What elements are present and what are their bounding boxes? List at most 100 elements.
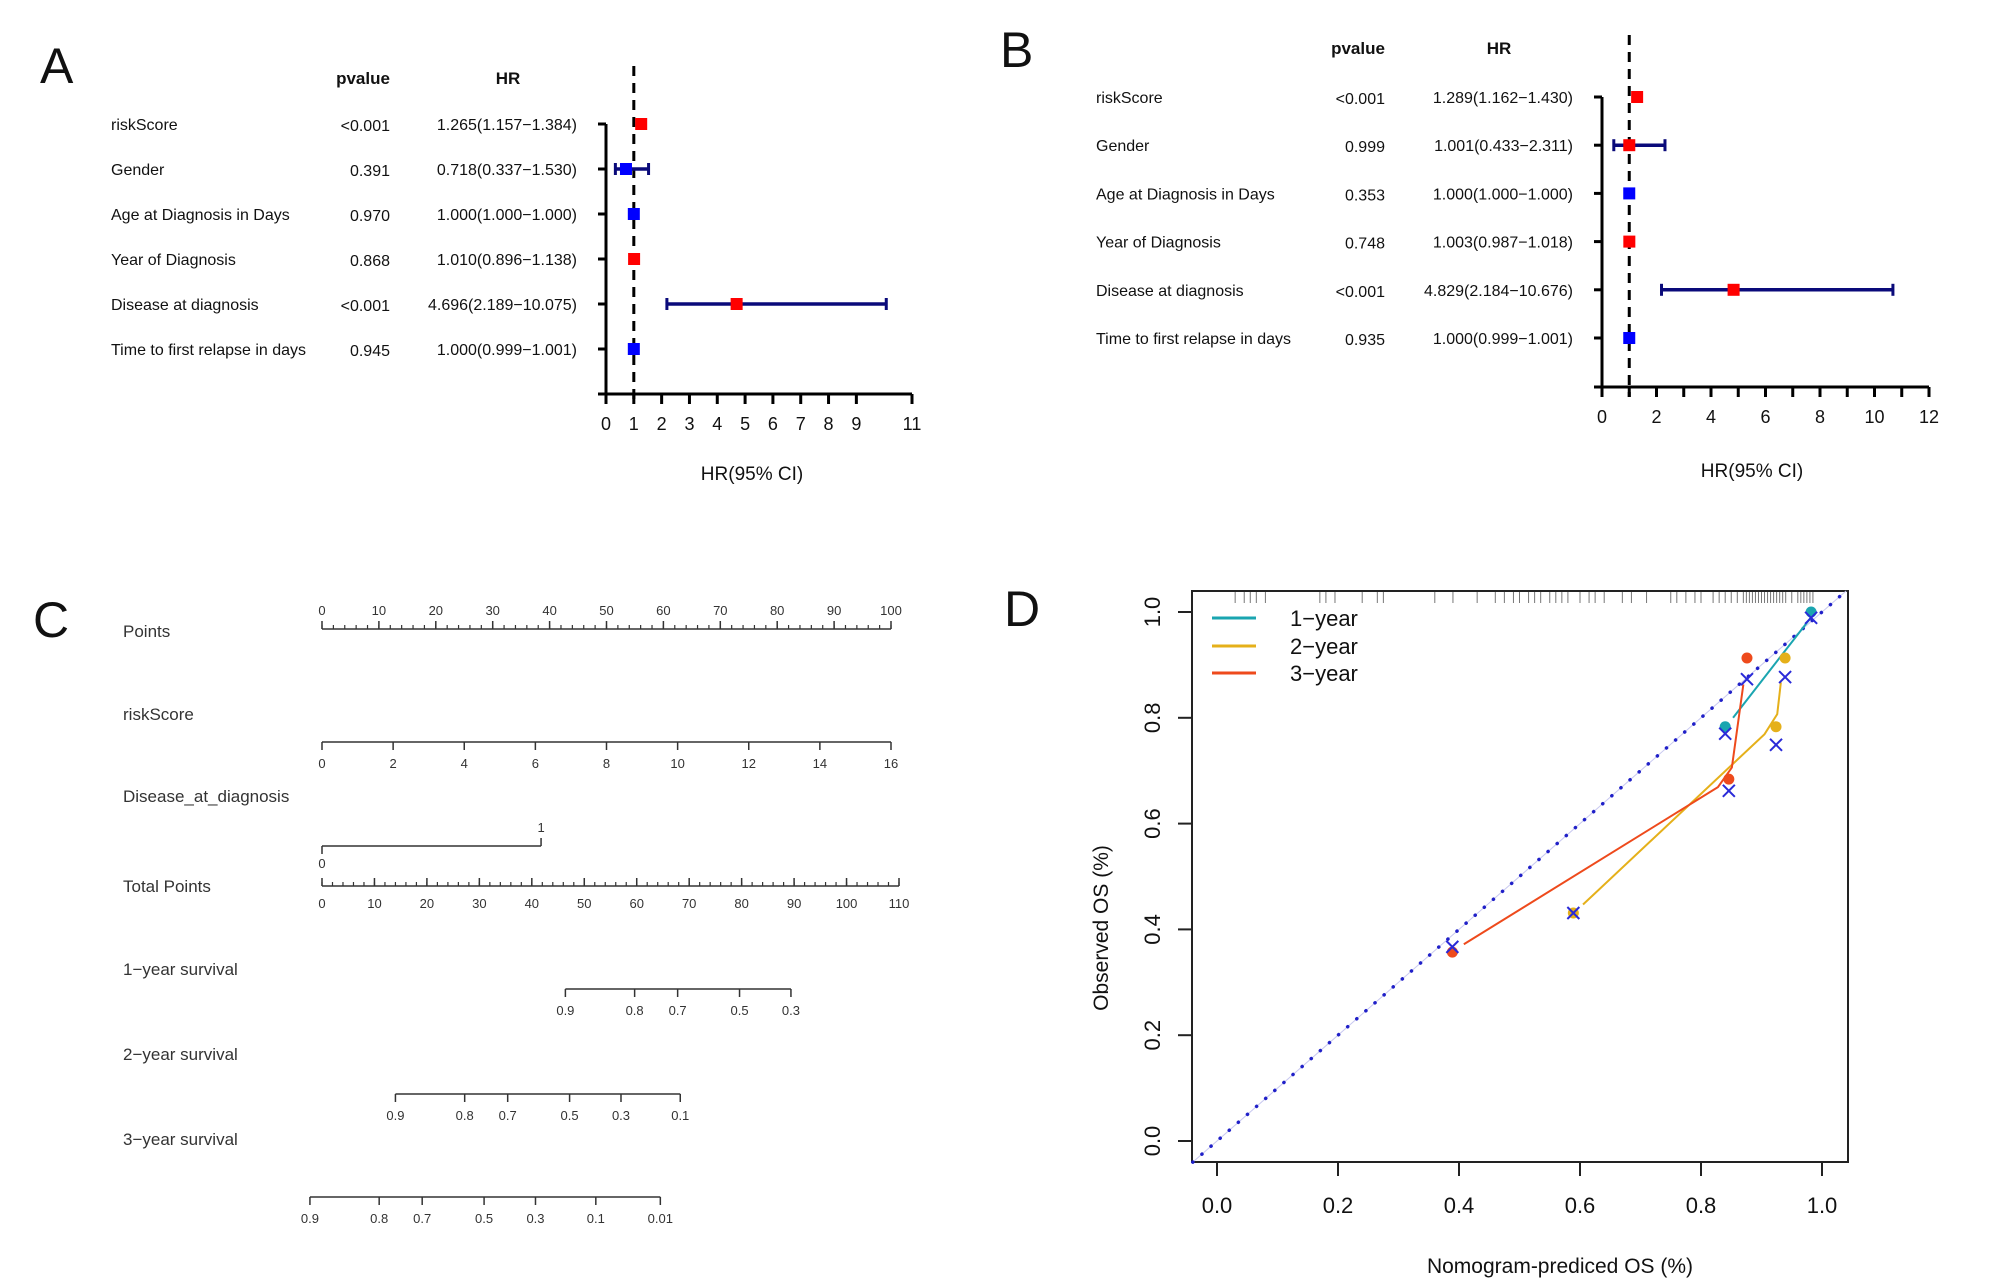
nomogram-tick-label: 10 xyxy=(367,896,381,911)
header-pvalue-b: pvalue xyxy=(1331,39,1385,58)
x-tick-label: 10 xyxy=(1864,407,1884,427)
row-label: Disease at diagnosis xyxy=(111,297,259,314)
nomogram-tick-label: 60 xyxy=(629,896,643,911)
nomogram-tick-label: 0 xyxy=(318,856,325,871)
observed-point xyxy=(1805,606,1817,618)
nomogram-row-label: 1−year survival xyxy=(123,960,238,979)
nomogram-tick-label: 14 xyxy=(813,756,827,771)
nomogram-tick-label: 4 xyxy=(461,756,468,771)
nomogram-tick-label: 16 xyxy=(884,756,898,771)
nomogram-tick-label: 40 xyxy=(525,896,539,911)
x-tick-label: 9 xyxy=(851,414,861,434)
nomogram-tick-label: 100 xyxy=(836,896,858,911)
nomogram-tick-label: 0.5 xyxy=(730,1003,748,1018)
x-tick-label: 1.0 xyxy=(1807,1193,1838,1218)
row-hr-text: 1.010(0.896−1.138) xyxy=(437,252,577,269)
nomogram-tick-label: 70 xyxy=(682,896,696,911)
panel-letter-c: C xyxy=(33,592,69,648)
plot-area-b: 0 2 4 6 8 10 12 xyxy=(1594,35,1939,427)
y-tick-label: 0.0 xyxy=(1140,1126,1165,1157)
nomogram-tick-label: 50 xyxy=(599,603,613,618)
row-pvalue: <0.001 xyxy=(1336,91,1385,108)
x-tick-label: 8 xyxy=(1815,407,1825,427)
nomogram-tick-label: 110 xyxy=(889,896,910,911)
row-hr-text: 4.696(2.189−10.075) xyxy=(428,297,577,314)
row-pvalue: <0.001 xyxy=(341,118,390,135)
nomogram-tick-label: 30 xyxy=(472,896,486,911)
row-label: Year of Diagnosis xyxy=(111,252,236,269)
x-tick-label: 2 xyxy=(657,414,667,434)
row-hr-text: 1.000(0.999−1.001) xyxy=(437,342,577,359)
row-label: Age at Diagnosis in Days xyxy=(1096,186,1275,203)
nomogram-row-label: Total Points xyxy=(123,877,211,896)
nomogram-tick-label: 0.9 xyxy=(301,1211,319,1226)
bias-corrected-marker xyxy=(1445,940,1460,954)
x-tick-label: 1 xyxy=(629,414,639,434)
y-axis-title-d: Observed OS (%) xyxy=(1090,845,1113,1011)
nomogram-tick-label: 1 xyxy=(537,820,544,835)
x-tick-label: 11 xyxy=(903,414,922,434)
reference-line xyxy=(1191,589,1848,1164)
x-tick-label: 0.4 xyxy=(1444,1193,1475,1218)
row-hr-text: 1.001(0.433−2.311) xyxy=(1434,138,1573,155)
nomogram-tick-label: 0.1 xyxy=(671,1108,689,1123)
nomogram-tick-label: 0.3 xyxy=(526,1211,544,1226)
forest-plot-b: pvalue HR riskScore <0.001 1.289(1.162−1.4… xyxy=(1096,35,1939,482)
nomogram-tick-label: 0.7 xyxy=(499,1108,517,1123)
nomogram-tick-label: 0.8 xyxy=(626,1003,644,1018)
nomogram-tick-label: 80 xyxy=(734,896,748,911)
nomogram-row-label: Disease_at_diagnosis xyxy=(123,787,289,806)
nomogram-row-label: 2−year survival xyxy=(123,1045,238,1064)
nomogram-tick-label: 50 xyxy=(577,896,591,911)
nomogram-tick-label: 0.9 xyxy=(386,1108,404,1123)
row-pvalue: <0.001 xyxy=(1336,284,1385,301)
row-label: Time to first relapse in days xyxy=(111,342,306,359)
nomogram-tick-label: 20 xyxy=(429,603,443,618)
nomogram-tick-label: 20 xyxy=(420,896,434,911)
row-hr-text: 1.003(0.987−1.018) xyxy=(1433,235,1573,252)
series-line xyxy=(1732,616,1812,719)
x-tick-label: 4 xyxy=(1706,407,1716,427)
x-tick-label: 0.0 xyxy=(1202,1193,1233,1218)
x-tick-label: 0 xyxy=(601,414,611,434)
row-pvalue: 0.353 xyxy=(1345,187,1385,204)
nomogram-tick-label: 0.5 xyxy=(475,1211,493,1226)
observed-point xyxy=(1741,652,1753,664)
row-label: riskScore xyxy=(1096,90,1163,107)
nomogram-tick-label: 6 xyxy=(532,756,539,771)
row-label: Age at Diagnosis in Days xyxy=(111,207,290,224)
header-pvalue-a: pvalue xyxy=(336,69,390,88)
hr-point xyxy=(1623,332,1636,344)
nomogram-tick-label: 0.01 xyxy=(648,1211,673,1226)
row-pvalue: 0.868 xyxy=(350,253,390,270)
x-tick-label: 4 xyxy=(712,414,722,434)
row-hr-text: 4.829(2.184−10.676) xyxy=(1424,283,1573,300)
nomogram-tick-label: 0.8 xyxy=(456,1108,474,1123)
legend-label: 2−year xyxy=(1290,634,1358,659)
row-pvalue: 0.970 xyxy=(350,208,390,225)
table-rows-a: riskScore <0.001 1.265(1.157−1.384) Gender 0… xyxy=(111,117,577,360)
legend-label: 3−year xyxy=(1290,661,1358,686)
bias-corrected-marker xyxy=(1778,670,1792,684)
nomogram-tick-label: 0 xyxy=(318,896,325,911)
observed-point xyxy=(1723,773,1735,785)
bias-corrected-marker xyxy=(1718,726,1732,741)
nomogram-row-label: 3−year survival xyxy=(123,1130,238,1149)
hr-point xyxy=(1631,91,1644,103)
x-tick-label: 7 xyxy=(796,414,806,434)
x-axis-title-b: HR(95% CI) xyxy=(1701,461,1803,482)
observed-point xyxy=(1770,721,1782,733)
row-pvalue: 0.999 xyxy=(1345,139,1385,156)
hr-point xyxy=(1623,139,1636,152)
row-hr-text: 1.265(1.157−1.384) xyxy=(437,117,577,134)
forest-plot-a: pvalue HR riskScore <0.001 1.265(1.157−1.3… xyxy=(111,66,921,485)
nomogram-tick-label: 90 xyxy=(787,896,801,911)
x-tick-label: 6 xyxy=(1760,407,1770,427)
row-pvalue: 0.748 xyxy=(1345,236,1385,253)
x-tick-label: 12 xyxy=(1919,407,1939,427)
y-tick-label: 1.0 xyxy=(1140,597,1165,628)
x-tick-label: 0.8 xyxy=(1686,1193,1717,1218)
hr-point xyxy=(627,208,640,220)
